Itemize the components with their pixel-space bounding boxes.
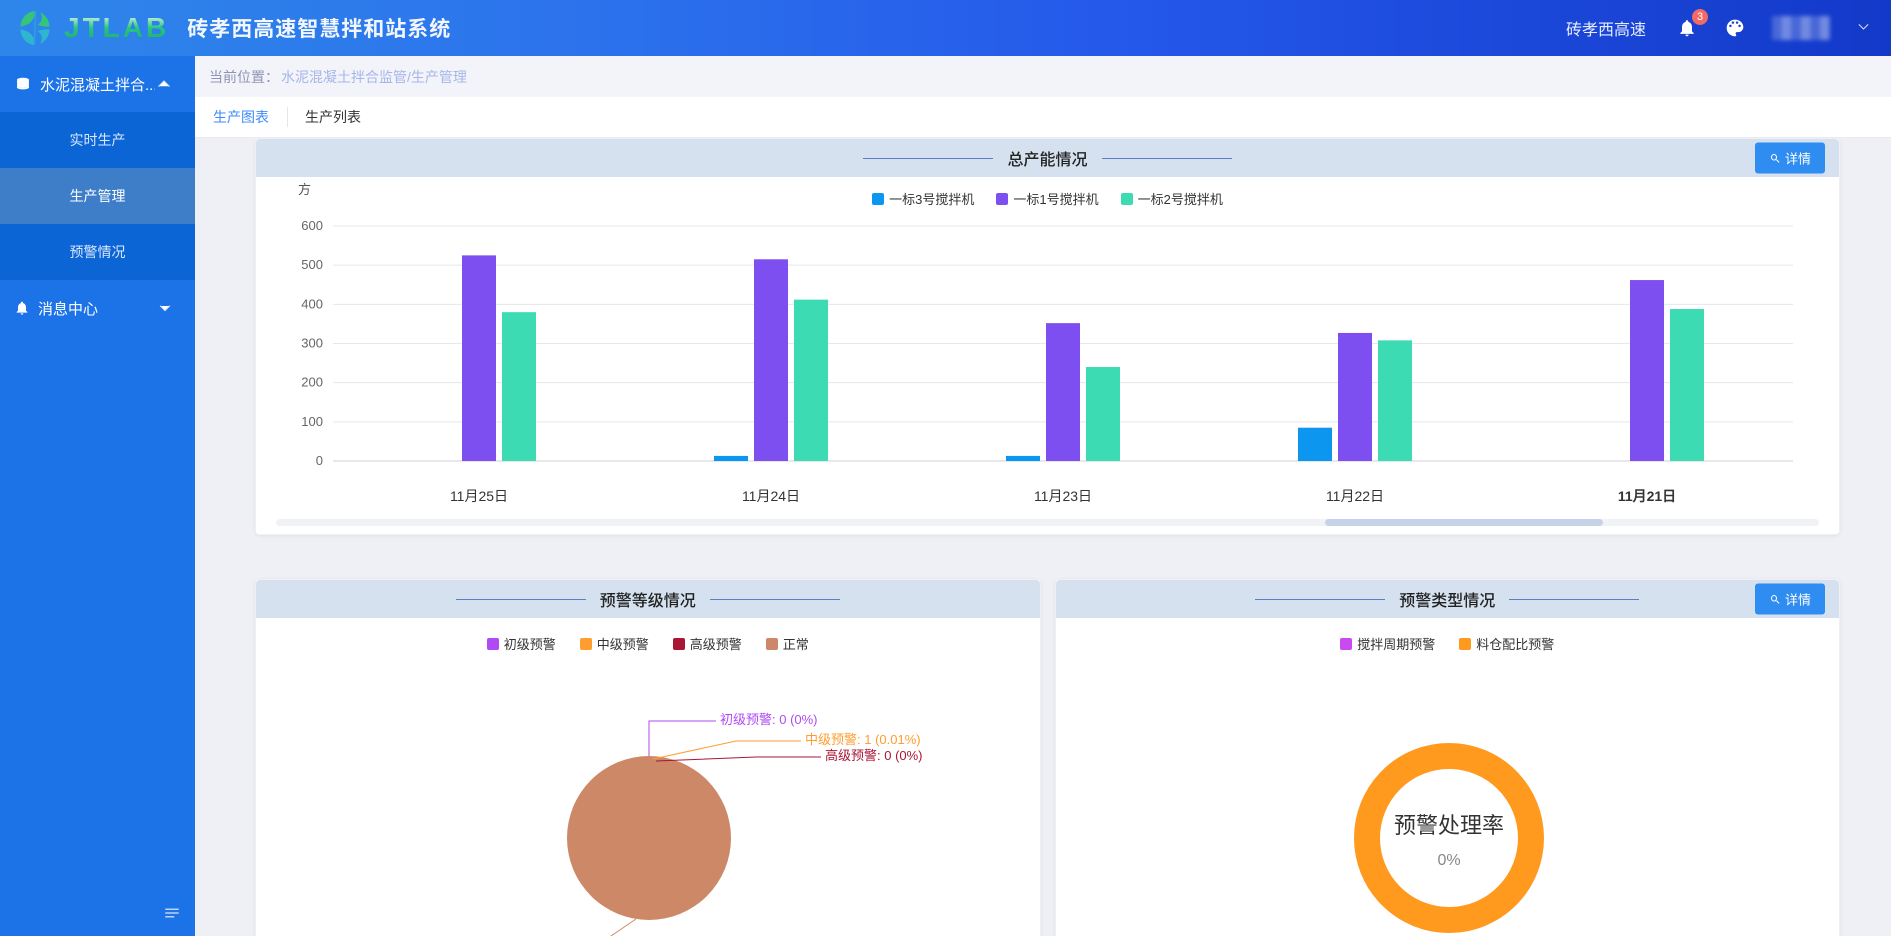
svg-text:400: 400 [301,296,323,311]
svg-text:11月23日: 11月23日 [1033,488,1091,504]
svg-text:0%: 0% [1437,852,1460,869]
svg-text:11月25日: 11月25日 [449,488,507,504]
svg-text:预警处理率: 预警处理率 [1393,813,1503,838]
svg-text:初级预警: 0 (0%): 初级预警: 0 (0%) [720,712,818,727]
svg-text:11月21日: 11月21日 [1617,488,1675,504]
svg-text:11月24日: 11月24日 [741,488,799,504]
svg-text:600: 600 [301,218,323,233]
svg-text:11月22日: 11月22日 [1325,488,1383,504]
svg-text:0: 0 [315,453,322,468]
svg-text:300: 300 [301,336,323,351]
svg-text:500: 500 [301,257,323,272]
svg-text:100: 100 [301,414,323,429]
svg-text:中级预警: 1 (0.01%): 中级预警: 1 (0.01%) [805,732,921,747]
svg-text:高级预警: 0 (0%): 高级预警: 0 (0%) [825,748,923,763]
svg-text:200: 200 [301,375,323,390]
